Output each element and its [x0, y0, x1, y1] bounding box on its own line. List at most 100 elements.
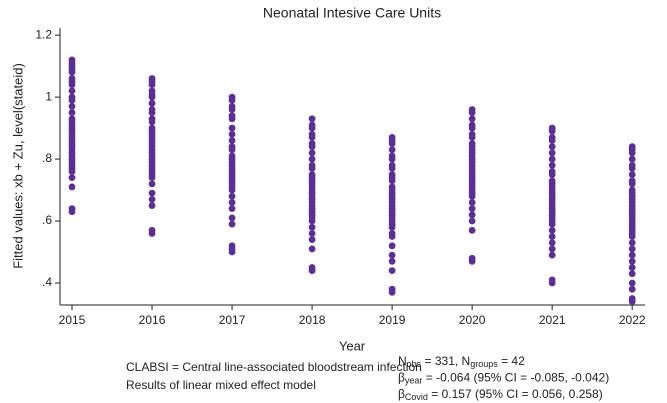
- point: [468, 133, 476, 141]
- chart-title: Neonatal Intesive Care Units: [263, 5, 441, 21]
- point: [148, 189, 156, 197]
- point: [628, 149, 636, 157]
- point: [228, 130, 236, 138]
- point: [228, 220, 236, 228]
- point: [628, 233, 636, 240]
- point: [628, 245, 636, 253]
- point: [228, 248, 236, 256]
- point: [68, 174, 76, 182]
- x-tick-label: 2015: [59, 313, 86, 327]
- point: [548, 171, 556, 178]
- y-axis-label: Fitted values: xb + Zu, level(stateid): [10, 63, 25, 269]
- point: [548, 127, 556, 135]
- point: [388, 242, 396, 250]
- point: [468, 205, 476, 213]
- stat-text: = 331, N: [421, 354, 470, 368]
- x-tick-label: 2017: [219, 313, 246, 327]
- stat-line: βCovid = 0.157 (95% CI = 0.056, 0.258): [398, 387, 603, 402]
- point: [308, 143, 316, 151]
- stat-text: = 42: [498, 354, 525, 368]
- point: [388, 223, 396, 231]
- point: [628, 270, 636, 278]
- point: [388, 257, 396, 265]
- point: [628, 285, 636, 293]
- point: [308, 223, 316, 231]
- point: [68, 87, 76, 95]
- point: [148, 202, 156, 209]
- point: [548, 245, 556, 253]
- point: [228, 124, 236, 132]
- point: [628, 298, 636, 305]
- x-tick-label: 2021: [539, 313, 566, 327]
- point: [548, 226, 556, 234]
- point: [68, 102, 76, 110]
- point: [548, 137, 556, 144]
- point: [148, 230, 156, 237]
- point: [308, 133, 316, 141]
- y-tick-label: .4: [42, 275, 52, 289]
- point: [148, 81, 156, 89]
- stat-text: β: [398, 371, 405, 385]
- point: [388, 155, 396, 163]
- point: [68, 68, 76, 76]
- point: [308, 267, 316, 275]
- point: [628, 279, 636, 287]
- point: [148, 118, 156, 126]
- stat-text: = -0.064 (95% CI = -0.085, -0.042): [422, 371, 609, 385]
- stat-line: βyear = -0.064 (95% CI = -0.085, -0.042): [398, 371, 609, 386]
- point: [68, 81, 76, 89]
- subscript: obs: [407, 359, 422, 369]
- point: [628, 251, 636, 259]
- point: [548, 155, 556, 163]
- y-tick-label: 1: [45, 89, 52, 103]
- point: [468, 217, 476, 225]
- point: [68, 109, 76, 116]
- point: [148, 180, 156, 188]
- x-tick-label: 2019: [379, 313, 406, 327]
- point: [228, 106, 236, 113]
- point: [388, 267, 396, 275]
- point: [228, 186, 236, 194]
- point: [148, 174, 156, 182]
- point: [308, 236, 316, 244]
- point: [628, 171, 636, 178]
- point: [308, 245, 316, 253]
- point: [468, 192, 476, 200]
- point: [548, 279, 556, 287]
- note: CLABSI = Central line-associated bloodst…: [126, 360, 422, 374]
- point: [228, 96, 236, 104]
- x-tick-label: 2020: [459, 313, 486, 327]
- point: [148, 195, 156, 203]
- point: [308, 115, 316, 123]
- point: [388, 233, 396, 240]
- stat-text: = 0.157 (95% CI = 0.056, 0.258): [428, 387, 603, 401]
- point: [388, 140, 396, 147]
- point: [468, 257, 476, 265]
- point: [308, 124, 316, 132]
- point: [68, 96, 76, 104]
- x-tick-label: 2022: [619, 313, 646, 327]
- point: [628, 180, 636, 188]
- point: [148, 93, 156, 101]
- point: [148, 99, 156, 107]
- point: [68, 168, 76, 175]
- point: [388, 146, 396, 154]
- point: [228, 199, 236, 206]
- point: [68, 183, 76, 191]
- point: [388, 177, 396, 185]
- point: [228, 146, 236, 154]
- point: [468, 124, 476, 132]
- point: [548, 233, 556, 240]
- point: [228, 192, 236, 200]
- subscript: Covid: [405, 392, 428, 402]
- point: [148, 109, 156, 116]
- point: [628, 264, 636, 271]
- subscript: groups: [470, 359, 498, 369]
- point: [468, 115, 476, 123]
- point: [388, 288, 396, 296]
- point: [228, 214, 236, 222]
- y-tick-label: .8: [42, 151, 52, 165]
- stat-text: β: [398, 387, 405, 401]
- point: [228, 137, 236, 144]
